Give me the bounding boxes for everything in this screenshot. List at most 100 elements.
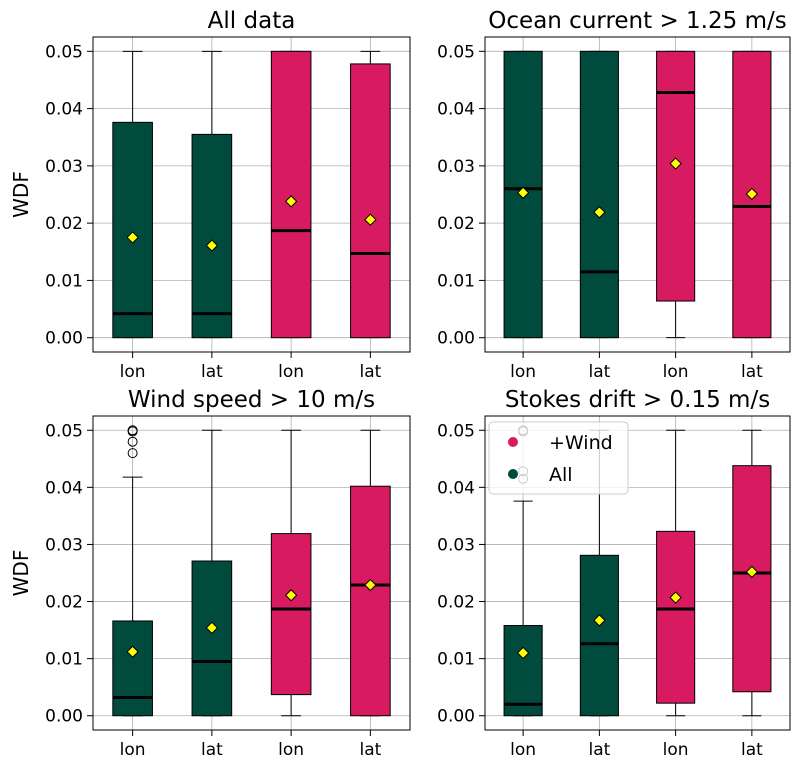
x-tick-label: lat [588,362,610,382]
box-iqr [503,50,543,339]
x-tick-label: lat [588,740,610,760]
y-tick-label: 0.05 [437,421,475,441]
y-tick-label: 0.04 [437,100,475,120]
y-tick-label: 0.01 [45,650,83,670]
mean-marker [593,206,606,219]
subplot-4: 0.00 0.01 0.02 0.03 0.04 0.05 lon lat lon lat Stok… [437,387,791,760]
x-tick-label: lon [278,362,304,382]
box-1 [503,50,543,339]
y-axis-label: WDF [9,550,33,597]
x-tick-label: lat [201,362,223,382]
box-4 [350,429,391,717]
x-tick-label: lon [510,362,536,382]
subplot-title: All data [208,8,296,34]
mean-marker [284,589,298,602]
x-tick-label: lat [741,362,763,382]
x-tick-label: lon [663,740,689,760]
box-1 [503,425,543,717]
mean-marker [205,239,219,252]
outlier-point [127,436,138,447]
legend-marker [508,469,518,479]
y-tick-label: 0.03 [45,157,83,177]
mean-marker [126,231,139,244]
mean-marker [516,646,530,660]
y-tick-label: 0.01 [437,271,475,291]
y-tick-label: 0.03 [45,535,83,555]
x-tick-label: lat [359,740,381,760]
box-iqr [350,485,391,717]
y-tick-label: 0.02 [45,593,83,613]
subplot-2: 0.00 0.01 0.02 0.03 0.04 0.05 lon lat lon lat Ocea… [437,8,791,382]
x-tick-label: lon [663,362,689,382]
box-iqr [503,625,543,717]
box-1 [112,50,153,339]
x-tick-label: lat [201,740,223,760]
mean-marker [364,213,377,226]
axes-frame [92,415,411,731]
legend-label: +Wind [549,432,613,454]
box-iqr [732,465,772,693]
axes-frame [484,36,791,353]
x-tick-label: lon [120,362,146,382]
mean-marker [745,187,759,201]
x-tick-label: lon [510,740,536,760]
y-tick-label: 0.04 [45,478,83,498]
mean-marker [669,591,682,604]
mean-marker [593,614,606,627]
box-4 [732,50,772,339]
box-iqr [579,554,619,717]
box-4 [732,429,772,717]
box-4 [350,50,391,339]
y-axis-label: WDF [9,171,33,218]
mean-marker [284,195,298,208]
box-iqr [656,530,696,704]
box-3 [270,429,312,717]
x-tick-label: lon [120,740,146,760]
outlier-point [127,425,138,436]
box-iqr [579,50,619,339]
axes-frame [484,415,791,731]
box-iqr [656,50,696,302]
mean-marker [669,157,682,170]
mean-marker [745,565,759,579]
y-tick-label: 0.01 [45,271,83,291]
box-iqr [191,560,233,717]
y-tick-label: 0.05 [45,42,83,62]
y-tick-label: 0.00 [45,707,83,727]
box-2 [579,50,619,339]
box-iqr [270,533,312,696]
box-1 [112,425,153,717]
mean-marker [205,621,219,635]
box-3 [656,429,696,717]
legend: +Wind All [488,421,629,495]
legend-marker [508,437,518,447]
y-tick-label: 0.05 [45,421,83,441]
box-iqr [270,50,312,339]
subplot-1: 0.00 0.01 0.02 0.03 0.04 0.05 lon lat lon lat All … [9,8,411,382]
x-tick-label: lat [741,740,763,760]
y-tick-label: 0.04 [437,478,475,498]
mean-marker [364,578,377,592]
box-iqr [191,133,233,339]
outlier-point [127,448,138,459]
y-tick-label: 0.03 [437,535,475,555]
x-tick-label: lon [278,740,304,760]
legend-label: All [549,464,573,486]
y-tick-label: 0.00 [437,707,475,727]
y-tick-label: 0.04 [45,100,83,120]
axes-frame [92,36,411,353]
box-iqr [112,620,153,717]
y-tick-label: 0.00 [437,329,475,349]
subplot-3: 0.00 0.01 0.02 0.03 0.04 0.05 lon lat lon lat Wind… [9,387,411,760]
y-tick-label: 0.01 [437,650,475,670]
subplot-title: Stokes drift > 0.15 m/s [505,387,770,413]
y-tick-label: 0.05 [437,42,475,62]
y-tick-label: 0.03 [437,157,475,177]
mean-marker [516,186,530,199]
box-2 [191,50,233,339]
box-iqr [112,121,153,339]
subplot-title: Ocean current > 1.25 m/s [488,8,786,34]
box-iqr [350,63,391,339]
box-3 [656,50,696,339]
